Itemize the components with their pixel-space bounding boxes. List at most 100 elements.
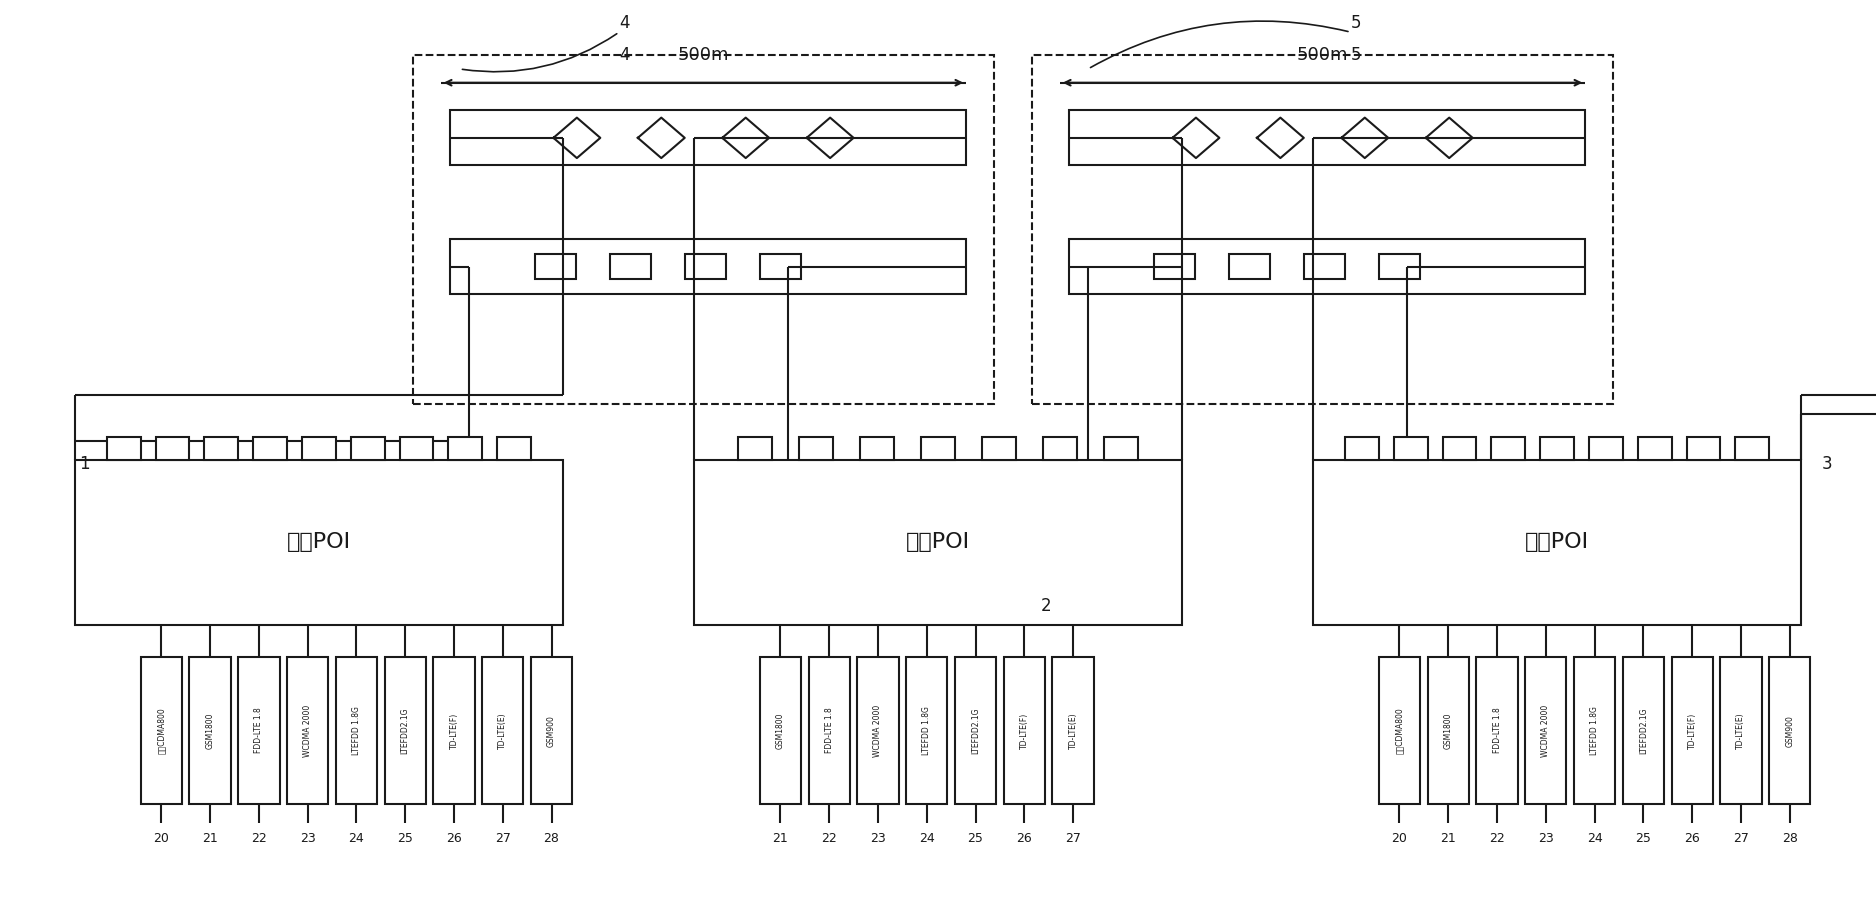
Text: 25: 25 bbox=[1636, 832, 1651, 845]
Bar bbox=[799, 437, 833, 460]
Bar bbox=[287, 657, 328, 804]
Text: 24: 24 bbox=[349, 832, 364, 845]
Bar bbox=[189, 657, 231, 804]
Text: 23: 23 bbox=[1538, 832, 1553, 845]
Bar bbox=[859, 437, 895, 460]
Bar bbox=[857, 657, 899, 804]
Text: GSM1800: GSM1800 bbox=[1445, 712, 1452, 749]
Text: 22: 22 bbox=[822, 832, 837, 845]
Bar bbox=[336, 657, 377, 804]
Bar bbox=[107, 437, 141, 460]
Text: 1: 1 bbox=[79, 455, 90, 473]
Text: 常规POI: 常规POI bbox=[287, 532, 351, 552]
Bar bbox=[1229, 254, 1270, 279]
Bar bbox=[1735, 437, 1769, 460]
Text: 26: 26 bbox=[1017, 832, 1032, 845]
Bar bbox=[433, 657, 475, 804]
Bar bbox=[694, 460, 1182, 625]
Bar bbox=[1052, 657, 1094, 804]
Text: 26: 26 bbox=[446, 832, 461, 845]
Bar bbox=[141, 657, 182, 804]
Bar bbox=[1574, 657, 1615, 804]
Bar bbox=[1379, 657, 1420, 804]
Text: FDD-LTE 1.8: FDD-LTE 1.8 bbox=[255, 708, 263, 754]
Text: 23: 23 bbox=[300, 832, 315, 845]
Text: 3: 3 bbox=[1822, 455, 1833, 473]
Bar bbox=[1032, 55, 1613, 404]
Text: 20: 20 bbox=[154, 832, 169, 845]
Text: TD-LTE(E): TD-LTE(E) bbox=[1069, 712, 1077, 749]
Bar bbox=[921, 437, 955, 460]
Text: 4: 4 bbox=[619, 14, 630, 32]
Text: TD-LTE(F): TD-LTE(F) bbox=[450, 712, 458, 749]
Bar bbox=[1069, 239, 1585, 294]
Bar bbox=[1769, 657, 1810, 804]
Bar bbox=[497, 437, 531, 460]
Bar bbox=[1394, 437, 1428, 460]
Bar bbox=[1687, 437, 1720, 460]
Bar bbox=[1623, 657, 1664, 804]
Bar bbox=[1428, 657, 1469, 804]
Text: TD-LTE(F): TD-LTE(F) bbox=[1021, 712, 1028, 749]
Bar bbox=[760, 254, 801, 279]
Text: WCDMA 2000: WCDMA 2000 bbox=[304, 705, 311, 756]
Text: TD-LTE(E): TD-LTE(E) bbox=[1737, 712, 1745, 749]
Text: LTEFDD 1.8G: LTEFDD 1.8G bbox=[923, 706, 930, 755]
Text: 常规POI: 常规POI bbox=[1525, 532, 1589, 552]
Text: GSM1800: GSM1800 bbox=[777, 712, 784, 749]
Bar bbox=[450, 110, 966, 165]
Text: WCDMA 2000: WCDMA 2000 bbox=[1542, 705, 1550, 756]
Bar bbox=[1476, 657, 1518, 804]
Bar bbox=[955, 657, 996, 804]
Bar bbox=[400, 437, 433, 460]
Text: 2: 2 bbox=[1041, 597, 1052, 616]
Text: 透传POI: 透传POI bbox=[906, 532, 970, 552]
Text: 25: 25 bbox=[968, 832, 983, 845]
Bar bbox=[448, 437, 482, 460]
Bar bbox=[1345, 437, 1379, 460]
Bar bbox=[981, 437, 1015, 460]
Bar bbox=[253, 437, 287, 460]
Text: 24: 24 bbox=[919, 832, 934, 845]
Bar bbox=[413, 55, 994, 404]
Bar bbox=[1103, 437, 1137, 460]
Bar bbox=[1540, 437, 1574, 460]
Bar bbox=[482, 657, 523, 804]
Bar bbox=[1154, 254, 1195, 279]
Text: 24: 24 bbox=[1587, 832, 1602, 845]
Text: 21: 21 bbox=[203, 832, 218, 845]
Bar bbox=[302, 437, 336, 460]
Bar bbox=[75, 460, 563, 625]
Text: 500m: 500m bbox=[677, 46, 730, 64]
Text: 电信CDMA800: 电信CDMA800 bbox=[158, 708, 165, 754]
Bar bbox=[1443, 437, 1476, 460]
Bar bbox=[737, 437, 771, 460]
Bar bbox=[535, 254, 576, 279]
Text: 27: 27 bbox=[495, 832, 510, 845]
Bar bbox=[1043, 437, 1077, 460]
Bar bbox=[1379, 254, 1420, 279]
Bar bbox=[1491, 437, 1525, 460]
Text: LTEFDD2.1G: LTEFDD2.1G bbox=[1640, 708, 1647, 754]
Text: 27: 27 bbox=[1733, 832, 1748, 845]
Bar bbox=[906, 657, 947, 804]
Bar bbox=[531, 657, 572, 804]
Text: 28: 28 bbox=[1782, 832, 1797, 845]
Text: 25: 25 bbox=[398, 832, 413, 845]
Text: FDD-LTE 1.8: FDD-LTE 1.8 bbox=[1493, 708, 1501, 754]
Bar bbox=[450, 239, 966, 294]
Bar bbox=[238, 657, 280, 804]
Bar bbox=[1638, 437, 1672, 460]
Text: LTEFDD2.1G: LTEFDD2.1G bbox=[401, 708, 409, 754]
Bar bbox=[156, 437, 189, 460]
Bar bbox=[1069, 110, 1585, 165]
Text: GSM900: GSM900 bbox=[1786, 715, 1793, 746]
Bar bbox=[760, 657, 801, 804]
Bar bbox=[1589, 437, 1623, 460]
Text: 5: 5 bbox=[1351, 14, 1362, 32]
Text: 5: 5 bbox=[1351, 46, 1362, 64]
Text: 20: 20 bbox=[1392, 832, 1407, 845]
Bar bbox=[1525, 657, 1566, 804]
Text: FDD-LTE 1.8: FDD-LTE 1.8 bbox=[825, 708, 833, 754]
Bar bbox=[204, 437, 238, 460]
